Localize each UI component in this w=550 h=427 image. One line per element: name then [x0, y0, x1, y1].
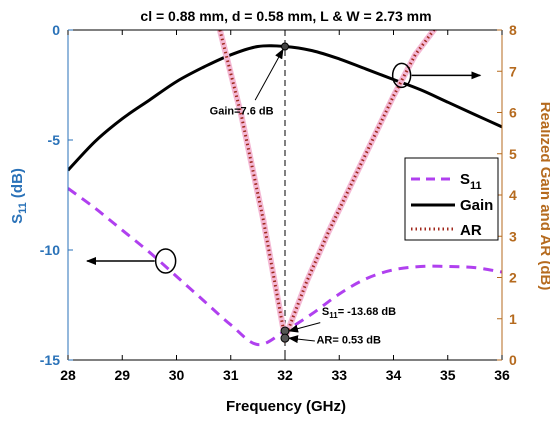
gain-annotation-label: Gain=7.6 dB: [210, 106, 274, 118]
s11-annotation-label-value: = -13.68 dB: [338, 306, 396, 318]
y-right-tick-label: 5: [509, 146, 517, 162]
x-axis-label: Frequency (GHz): [226, 398, 346, 415]
x-tick-label: 33: [331, 367, 347, 383]
y-right-tick-label: 2: [509, 270, 517, 286]
x-tick-label: 29: [114, 367, 130, 383]
plot-area: 28 29 30 31 32 33 34 35 360-5-10-15 012345678Gain…: [40, 22, 517, 383]
ar-axis-indicator-ellipse: [391, 62, 412, 89]
y-right-tick-label: 6: [509, 105, 517, 121]
x-tick-label: 28: [60, 367, 76, 383]
y-right-tick-label: 7: [509, 63, 517, 79]
s11-axis-indicator-ellipse: [154, 248, 177, 274]
legend-label-s11: S11: [460, 171, 482, 192]
legend-label-ar: AR: [460, 222, 482, 239]
legend-label-gain: Gain: [460, 197, 493, 214]
y-right-tick-label: 3: [509, 228, 517, 244]
s11-annotation-label-sub: 11: [329, 311, 338, 320]
legend-box: [404, 157, 499, 241]
ar-annotation-label: AR= 0.53 dB: [316, 335, 381, 347]
x-tick-label: 35: [440, 367, 456, 383]
x-tick-label: 34: [386, 367, 402, 383]
y-right-tick-label: 4: [509, 187, 517, 203]
y-left-tick-label: -15: [40, 352, 60, 368]
ar-annotation-arrow: [288, 335, 315, 344]
s11-annotation-arrow: [288, 322, 321, 333]
y-left-tick-label: -10: [40, 242, 60, 258]
y-right-tick-label: 1: [509, 311, 517, 327]
y-left-tick-label: 0: [52, 22, 60, 38]
legend-label-s11-sub: 11: [470, 180, 482, 192]
legend: S11 Gain AR: [404, 157, 499, 241]
x-tick-label: 30: [169, 367, 185, 383]
x-tick-label: 31: [223, 367, 239, 383]
chart-title: cl = 0.88 mm, d = 0.58 mm, L & W = 2.73 …: [140, 8, 431, 24]
y-axis-right-label: Realized Gain and AR (dB): [537, 102, 550, 291]
y-right-tick-label: 0: [509, 352, 517, 368]
x-tick-label: 36: [494, 367, 510, 383]
gain-peak-marker: [281, 42, 289, 51]
y-axis-left-label-sub: 11: [17, 202, 29, 214]
y-axis-left-label-unit: (dB): [9, 168, 26, 202]
y-left-tick-label: -5: [48, 132, 61, 148]
gain-annotation-arrow: [254, 48, 284, 101]
y-right-tick-label: 8: [509, 22, 517, 38]
y-axis-left-label: S11 (dB): [9, 168, 29, 224]
s11-annotation-label: S11= -13.68 dB: [322, 306, 396, 320]
ar-min-marker: [280, 333, 290, 343]
x-tick-label: 32: [277, 367, 293, 383]
s11-annotation-label-main: S: [322, 306, 329, 318]
series-line-ar-halo: [216, 30, 438, 342]
